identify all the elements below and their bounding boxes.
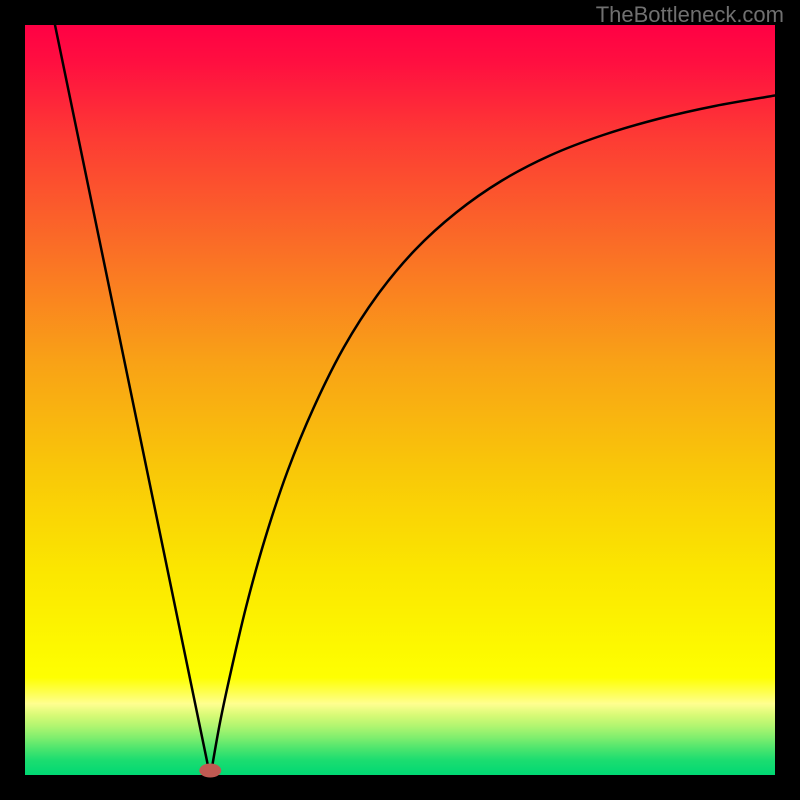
bottleneck-chart	[0, 0, 800, 800]
watermark-text: TheBottleneck.com	[596, 2, 784, 28]
chart-container: TheBottleneck.com	[0, 0, 800, 800]
chart-background	[25, 25, 775, 775]
optimal-marker	[199, 764, 221, 778]
